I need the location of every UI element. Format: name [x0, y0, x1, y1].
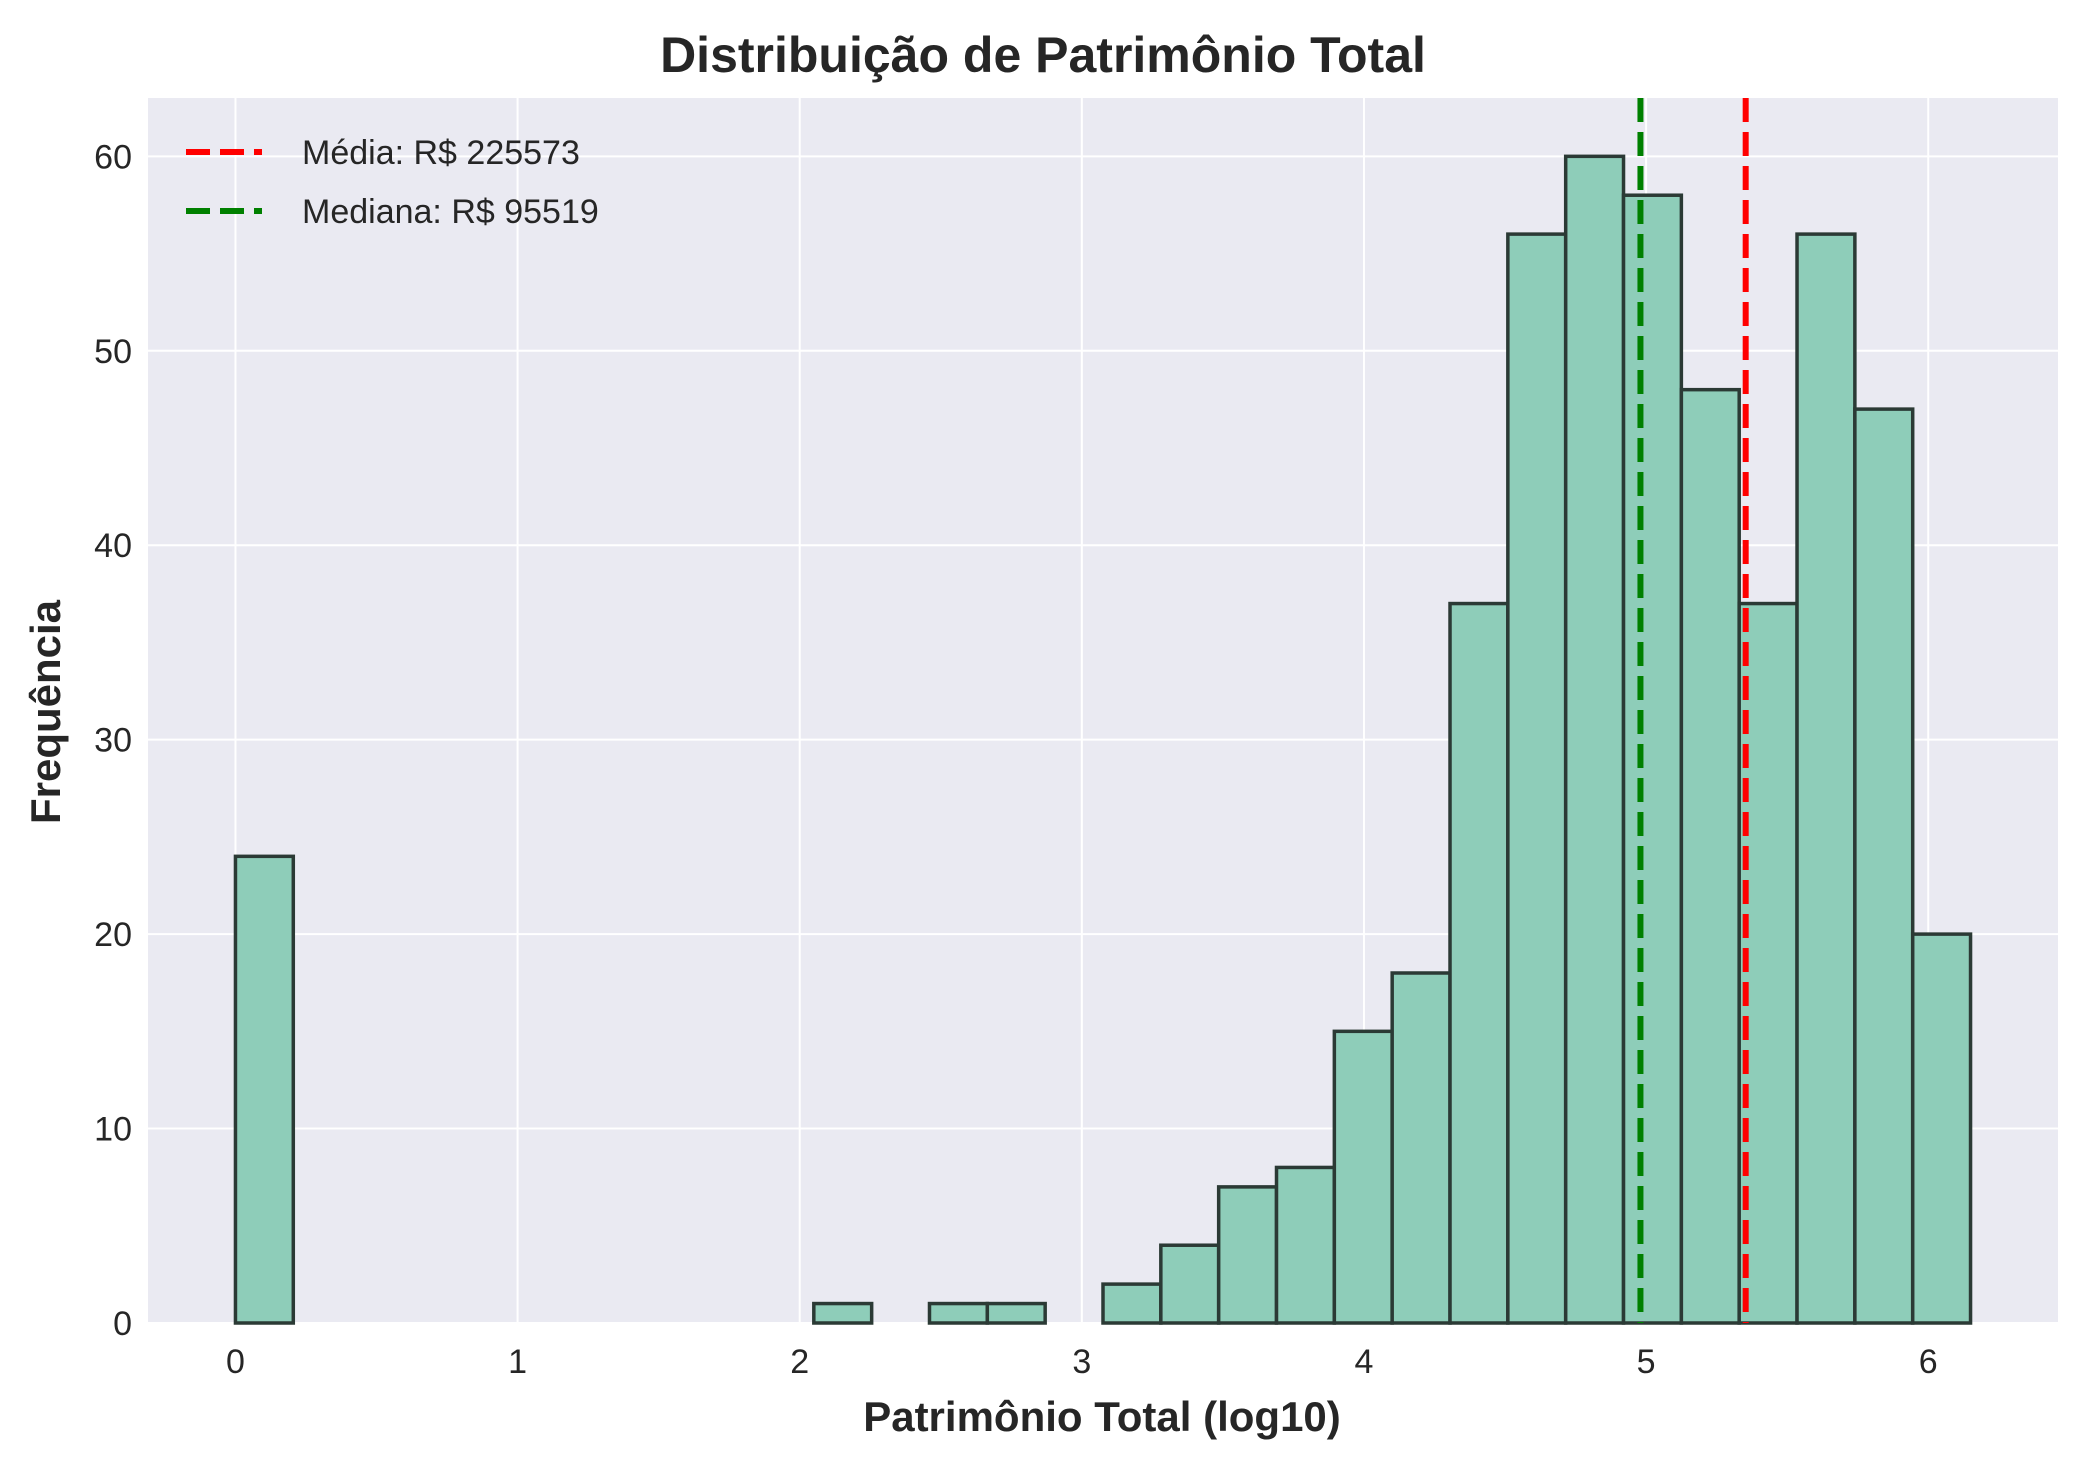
- y-tick-label: 30: [94, 722, 132, 760]
- x-tick-label: 6: [1919, 1343, 1938, 1381]
- histogram-bar: [233, 854, 296, 1325]
- histogram-bar: [1506, 232, 1568, 1325]
- legend-mean-label: Média: R$ 225573: [302, 134, 580, 172]
- histogram-bar: [1679, 387, 1741, 1325]
- histogram-bar: [1621, 193, 1684, 1325]
- histogram-bar: [1332, 1029, 1394, 1325]
- histogram-bar: [1795, 232, 1857, 1325]
- histogram-bar: [1448, 601, 1510, 1325]
- histogram-bar: [985, 1301, 1047, 1325]
- histogram-bar: [1274, 1165, 1337, 1325]
- x-axis-ticks: 0 1 2 3 4 5 6: [226, 1343, 1938, 1381]
- y-tick-label: 50: [94, 333, 132, 371]
- histogram-bar: [812, 1301, 874, 1325]
- legend: Média: R$ 225573 Mediana: R$ 95519: [186, 134, 599, 231]
- x-tick-label: 5: [1637, 1343, 1656, 1381]
- y-tick-label: 60: [94, 138, 132, 176]
- histogram-bar: [1390, 971, 1452, 1325]
- x-axis-label: Patrimônio Total (log10): [863, 1393, 1341, 1440]
- y-axis-ticks: 0 10 20 30 40 50 60: [94, 138, 132, 1343]
- histogram-bar: [927, 1301, 990, 1325]
- y-tick-label: 10: [94, 1111, 132, 1149]
- reference-lines: [1637, 98, 1749, 1323]
- histogram-bars: [233, 154, 1973, 1325]
- x-tick-label: 0: [226, 1343, 245, 1381]
- histogram-bar: [1563, 154, 1626, 1325]
- x-tick-label: 3: [1072, 1343, 1091, 1381]
- x-tick-label: 2: [790, 1343, 809, 1381]
- y-tick-label: 40: [94, 527, 132, 565]
- y-tick-label: 20: [94, 916, 132, 954]
- legend-median-label: Mediana: R$ 95519: [302, 193, 599, 231]
- histogram-bar: [1216, 1185, 1279, 1325]
- histogram-bar: [1737, 601, 1799, 1325]
- x-tick-label: 4: [1355, 1343, 1374, 1381]
- x-tick-label: 1: [508, 1343, 527, 1381]
- y-tick-label: 0: [113, 1305, 132, 1343]
- histogram-bar: [1159, 1243, 1221, 1325]
- histogram-bar: [1853, 407, 1915, 1325]
- chart-title: Distribuição de Patrimônio Total: [660, 27, 1426, 83]
- y-axis-label: Frequência: [22, 599, 69, 824]
- histogram-bar: [1910, 932, 1973, 1325]
- histogram-bar: [1101, 1282, 1163, 1325]
